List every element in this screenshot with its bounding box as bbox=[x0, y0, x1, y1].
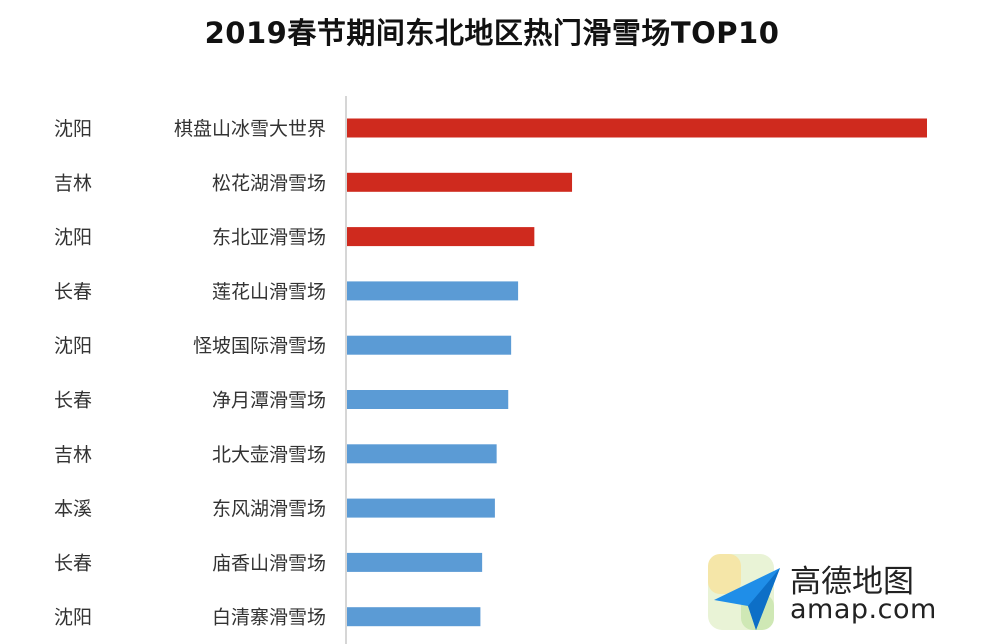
city-label-3: 沈阳 bbox=[54, 227, 92, 249]
bar-1 bbox=[347, 118, 927, 138]
city-label-9: 长春 bbox=[54, 552, 92, 574]
bar-9 bbox=[347, 552, 483, 572]
bar-4 bbox=[347, 281, 519, 301]
city-label-8: 本溪 bbox=[54, 498, 92, 520]
city-label-1: 沈阳 bbox=[54, 118, 92, 140]
bar-8 bbox=[347, 498, 495, 518]
category-label-5: 怪坡国际滑雪场 bbox=[193, 335, 326, 357]
city-label-10: 沈阳 bbox=[54, 607, 92, 629]
city-label-5: 沈阳 bbox=[54, 335, 92, 357]
bar-7 bbox=[347, 444, 497, 464]
amap-logo-icon bbox=[708, 554, 780, 630]
bar-6 bbox=[347, 390, 509, 409]
city-label-7: 吉林 bbox=[54, 444, 92, 466]
bar-2 bbox=[347, 172, 573, 192]
amap-logo: 高德地图 amap.com bbox=[706, 548, 938, 638]
category-label-6: 净月潭滑雪场 bbox=[212, 390, 326, 412]
category-label-7: 北大壶滑雪场 bbox=[212, 444, 326, 466]
amap-logo-name: 高德地图 bbox=[790, 564, 914, 600]
category-label-2: 松花湖滑雪场 bbox=[212, 172, 326, 194]
chart-title: 2019春节期间东北地区热门滑雪场TOP10 bbox=[204, 16, 780, 50]
city-label-2: 吉林 bbox=[54, 172, 92, 194]
city-label-6: 长春 bbox=[54, 390, 92, 412]
category-label-9: 庙香山滑雪场 bbox=[212, 552, 326, 574]
category-label-10: 白清寨滑雪场 bbox=[212, 607, 326, 629]
bar-10 bbox=[347, 607, 481, 627]
category-label-8: 东风湖滑雪场 bbox=[212, 498, 326, 520]
bar-3 bbox=[347, 227, 535, 247]
amap-logo-domain: amap.com bbox=[790, 594, 937, 625]
category-label-3: 东北亚滑雪场 bbox=[212, 227, 326, 249]
bar-5 bbox=[347, 335, 512, 355]
bars-layer bbox=[347, 118, 927, 627]
category-label-1: 棋盘山冰雪大世界 bbox=[174, 118, 326, 140]
category-label-4: 莲花山滑雪场 bbox=[212, 281, 326, 303]
city-label-4: 长春 bbox=[54, 281, 92, 303]
